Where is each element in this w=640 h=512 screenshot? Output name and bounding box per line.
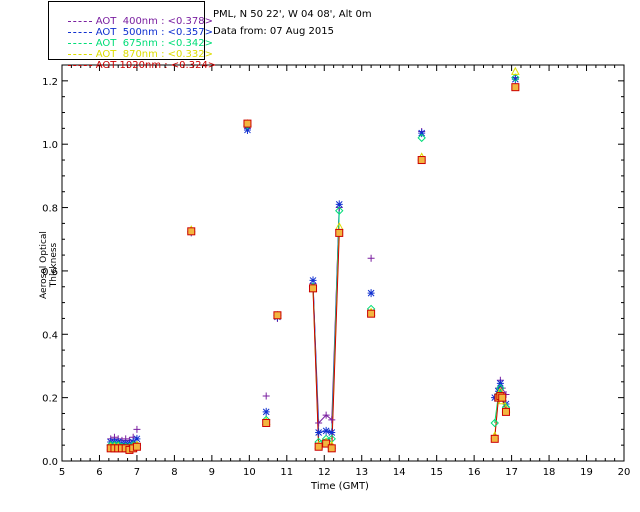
data-point	[322, 439, 331, 448]
data-point	[315, 428, 323, 437]
data-point	[309, 284, 318, 293]
data-point	[314, 442, 323, 451]
data-point	[322, 426, 330, 435]
data-point	[501, 407, 510, 416]
y-tick-label: 1.2	[42, 77, 58, 88]
data-point	[511, 75, 519, 84]
legend-swatch	[67, 42, 92, 44]
legend-swatch	[67, 20, 92, 22]
x-tick-label: 12	[318, 467, 331, 478]
data-point	[328, 428, 336, 437]
data-point	[335, 206, 344, 215]
data-point	[496, 379, 504, 388]
x-tick-label: 11	[280, 467, 293, 478]
y-tick-label: 1.0	[42, 140, 58, 151]
legend-label: AOT 870nm : <0.332>	[95, 49, 213, 60]
y-tick-label: 0.6	[42, 267, 58, 278]
data-point	[243, 119, 252, 128]
data-point	[133, 434, 141, 443]
x-tick-label: 14	[393, 467, 406, 478]
legend-label: AOT 675nm : <0.342>	[95, 38, 213, 49]
plot-frame	[61, 64, 625, 462]
site-title: PML, N 50 22', W 04 08', Alt 0m	[213, 9, 372, 20]
data-point	[490, 418, 499, 428]
x-tick-label: 6	[96, 467, 102, 478]
legend-swatch	[67, 31, 92, 33]
data-point	[335, 200, 343, 209]
data-point	[262, 407, 270, 416]
legend-entry-1020: AOT 1020nm : <0.324>	[55, 49, 216, 71]
data-point	[511, 73, 520, 82]
data-point	[243, 125, 251, 134]
x-tick-label: 5	[59, 467, 65, 478]
x-axis-title: Time (GMT)	[311, 481, 369, 492]
y-tick-label: 0.8	[42, 204, 58, 215]
data-point	[511, 66, 520, 75]
data-point	[328, 416, 336, 424]
x-tick-label: 8	[171, 467, 177, 478]
x-tick-label: 9	[209, 467, 215, 478]
data-point	[132, 442, 141, 451]
y-tick-label: 0.4	[42, 330, 58, 341]
data-point	[133, 425, 141, 433]
legend-swatch	[67, 53, 92, 55]
series-marks	[106, 66, 520, 454]
legend-entry-870: AOT 870nm : <0.332>	[55, 38, 213, 60]
data-point	[309, 276, 317, 285]
data-point	[262, 418, 271, 427]
data-point	[367, 254, 375, 262]
legend-swatch	[67, 64, 92, 66]
axis-ticks: 5 6 7 8 9 10 11 12 13 14 15 16 17 18 19 20 0.0 0.2 0.4 0.6 0…	[42, 64, 631, 478]
data-point	[417, 156, 426, 165]
data-point	[315, 419, 323, 427]
legend-entry-500: AOT 500nm : <0.357>	[55, 16, 213, 38]
y-axis-title: Aerosol Optical Thickness	[39, 231, 59, 299]
data-point	[327, 444, 336, 453]
legend-entry-400: AOT 400nm : <0.378>	[55, 5, 213, 27]
x-tick-label: 17	[505, 467, 518, 478]
data-point	[367, 289, 375, 298]
data-point	[273, 311, 282, 320]
legend-label: AOT 400nm : <0.378>	[95, 16, 213, 27]
data-point	[511, 83, 520, 92]
x-tick-label: 18	[543, 467, 556, 478]
x-tick-label: 7	[134, 467, 140, 478]
y-tick-label: 0.2	[42, 394, 58, 405]
x-tick-label: 19	[580, 467, 593, 478]
x-tick-label: 13	[355, 467, 368, 478]
data-point	[262, 392, 270, 400]
legend-entry-675: AOT 675nm : <0.342>	[55, 27, 213, 49]
data-date: Data from: 07 Aug 2015	[213, 26, 334, 37]
data-point	[490, 434, 499, 443]
legend-label: AOT 500nm : <0.357>	[95, 27, 213, 38]
legend: AOT 400nm : <0.378> AOT 500nm : <0.357> …	[48, 1, 216, 71]
x-tick-label: 10	[243, 467, 256, 478]
x-tick-label: 15	[430, 467, 443, 478]
data-point	[187, 227, 196, 236]
data-point	[418, 129, 426, 138]
series-lines	[312, 204, 507, 450]
data-point	[322, 411, 330, 419]
y-tick-label: 0.0	[42, 457, 58, 468]
data-point	[335, 228, 344, 237]
data-point	[498, 393, 507, 402]
legend-label: AOT 1020nm : <0.324>	[95, 60, 217, 71]
data-point	[367, 309, 376, 318]
data-point	[417, 133, 426, 143]
x-tick-label: 20	[618, 467, 631, 478]
x-tick-label: 16	[468, 467, 481, 478]
data-point	[496, 383, 505, 393]
